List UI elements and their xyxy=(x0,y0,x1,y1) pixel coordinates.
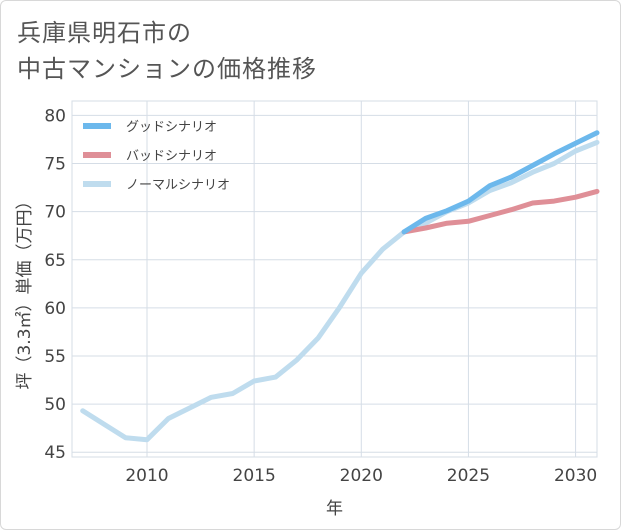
y-tick-label: 45 xyxy=(44,443,66,463)
y-tick-label: 55 xyxy=(44,347,66,367)
y-tick-label: 60 xyxy=(44,299,66,319)
y-tick-label: 65 xyxy=(44,251,66,271)
chart-title-line-2: 中古マンションの価格推移 xyxy=(17,55,317,83)
y-tick-label: 50 xyxy=(44,395,66,415)
y-tick-label: 75 xyxy=(44,155,66,175)
legend-label: バッドシナリオ xyxy=(126,149,217,164)
series-line-good xyxy=(401,130,600,235)
y-axis-label: 坪（3.3㎡）単価（万円） xyxy=(15,192,35,389)
legend-label: ノーマルシナリオ xyxy=(126,178,230,193)
y-tick-label: 80 xyxy=(44,106,66,126)
series-line-normal xyxy=(80,139,600,443)
chart-title-line-1: 兵庫県明石市の xyxy=(17,19,192,47)
legend-label: グッドシナリオ xyxy=(126,120,217,135)
x-tick-label: 2030 xyxy=(554,466,597,486)
series-lines xyxy=(80,130,600,443)
y-tick-label: 70 xyxy=(44,203,66,223)
x-tick-label: 2025 xyxy=(447,466,490,486)
plot-frame xyxy=(71,100,598,458)
series-line-bad xyxy=(401,188,600,235)
x-tick-label: 2015 xyxy=(233,466,276,486)
x-axis-label: 年 xyxy=(326,499,343,519)
tick-labels: 45 50 55 60 65 70 75 80 2010 2015 2020 2025 2030 xyxy=(44,106,597,486)
x-tick-label: 2010 xyxy=(125,466,168,486)
x-tick-label: 2020 xyxy=(340,466,383,486)
